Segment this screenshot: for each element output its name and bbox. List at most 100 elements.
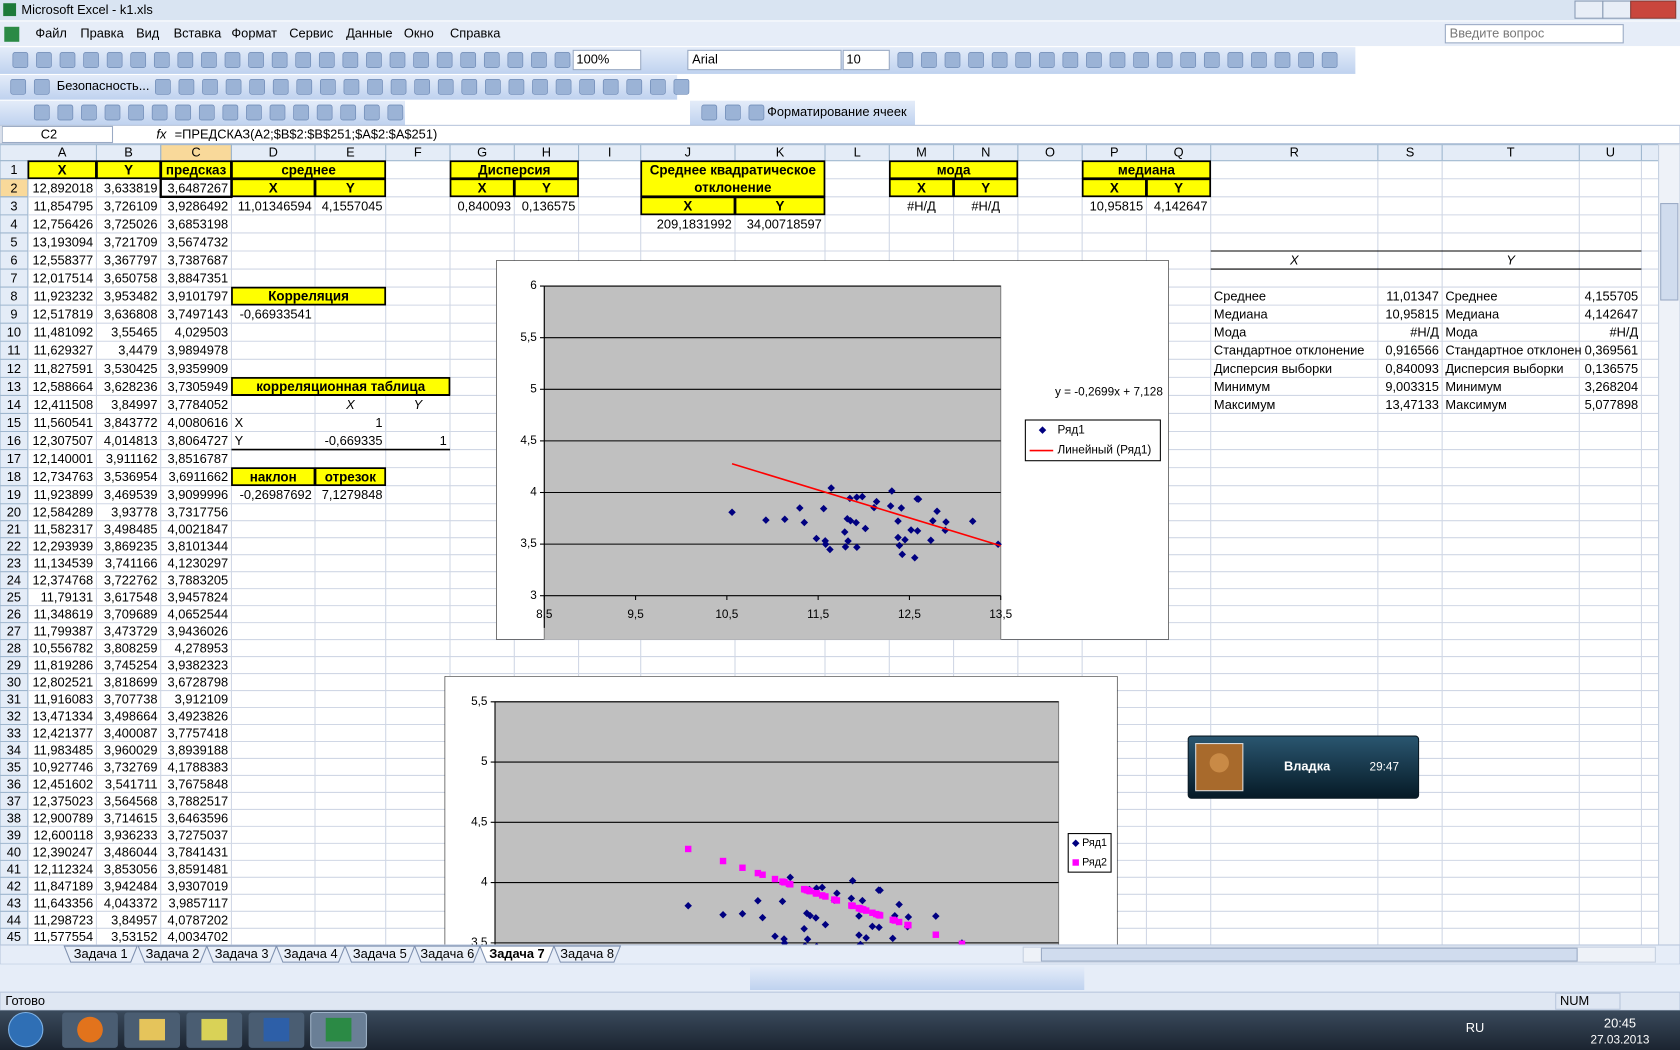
toolbar-icon[interactable] [1156,52,1173,68]
notification-widget[interactable]: Владка 29:47 [1187,735,1420,799]
cell[interactable]: 3,953482 [104,289,158,304]
row-header[interactable]: 37 [7,793,21,808]
column-header[interactable]: O [1045,145,1055,160]
toolbar-icon[interactable] [363,104,380,121]
toolbar-icon[interactable] [507,52,524,68]
sheet-tab-label[interactable]: Задача 3 [215,946,269,961]
toolbar-icon[interactable] [390,78,407,95]
sheet-tab[interactable] [344,945,416,963]
cell[interactable]: 3,6728798 [167,675,228,690]
cell[interactable]: Y [414,397,424,412]
row-header[interactable]: 30 [7,675,21,690]
cell[interactable]: 3,741166 [105,556,158,571]
cell[interactable]: 3,636808 [104,307,158,322]
cell[interactable]: 3,936233 [104,827,158,842]
row-header[interactable]: 6 [10,252,17,267]
column-header[interactable]: J [685,145,691,160]
cell[interactable]: 3,726109 [104,198,158,213]
cell[interactable]: 3,486044 [104,844,158,859]
cell[interactable]: X [917,180,926,195]
security-button[interactable]: Безопасность... [57,78,150,93]
cell[interactable]: 11,629327 [33,343,93,358]
scroll-thumb[interactable] [1660,203,1679,301]
cell[interactable]: 4,0652544 [167,607,228,622]
cell[interactable]: 11,923232 [33,289,93,304]
cell[interactable]: 3,725026 [104,216,158,231]
cell[interactable]: 3,9359909 [167,361,228,376]
cell[interactable]: 3,6911662 [168,469,228,484]
toolbar-icon[interactable] [532,78,548,95]
cell[interactable]: 3,84997 [111,397,157,412]
row-header[interactable]: 34 [7,742,21,757]
row-header[interactable]: 19 [7,487,21,502]
row-header[interactable]: 20 [7,505,21,520]
clock-time[interactable]: 20:45 [1604,1016,1636,1031]
row-header[interactable]: 43 [7,895,21,910]
cell[interactable]: медиана [1118,162,1176,177]
cell[interactable]: 3,732769 [104,759,158,774]
column-header[interactable]: I [608,145,612,160]
toolbar-icon[interactable] [271,52,288,68]
cell[interactable]: 3,853056 [104,861,158,876]
sheet-tab[interactable] [137,945,208,963]
row-header[interactable]: 14 [7,397,21,412]
cell[interactable]: 3,818699 [104,675,158,690]
cell[interactable]: 11,298723 [33,912,93,927]
row-header[interactable]: 18 [7,469,21,484]
cell[interactable]: 13,471334 [32,708,93,723]
row-header[interactable]: 3 [10,198,17,213]
cell[interactable]: 3,9099996 [167,487,228,502]
cell[interactable]: 3,564568 [104,793,158,808]
cell[interactable]: 3,5674732 [167,234,228,249]
cell[interactable]: 0,840093 [457,198,511,213]
toolbar-icon[interactable] [225,78,242,95]
cell[interactable]: 3,6463596 [167,810,228,825]
toolbar-icon[interactable] [57,104,74,121]
cell[interactable]: 13,193094 [32,234,93,249]
toolbar-icon[interactable] [249,78,265,95]
cell[interactable]: 3,84957 [111,912,157,927]
cell[interactable]: 12,390247 [32,844,93,859]
toolbar-icon[interactable] [83,52,99,68]
cell[interactable]: 0,916566 [1385,343,1439,358]
sheet-tab[interactable] [479,945,555,963]
cell[interactable]: 4,0034702 [167,929,228,944]
column-header[interactable]: Q [1174,145,1184,160]
menu-item[interactable]: Справка [450,26,501,41]
toolbar-icon[interactable] [36,52,52,68]
toolbar-icon[interactable] [10,78,27,95]
menu-item[interactable]: Вставка [174,26,223,41]
row-header[interactable]: 27 [7,624,21,639]
cell[interactable]: корреляционная таблица [256,379,426,394]
maximize-button[interactable] [1602,0,1632,19]
cell[interactable]: 34,00718597 [747,216,822,231]
cell[interactable]: 1 [375,415,382,430]
menu-item[interactable]: Окно [404,26,434,41]
cell[interactable]: 0,840093 [1385,361,1439,376]
toolbar-icon[interactable] [991,52,1008,68]
toolbar-icon[interactable] [673,78,690,95]
cell[interactable]: 12,600118 [33,827,93,842]
cell[interactable]: 12,293939 [32,539,93,554]
cell[interactable]: Y [981,180,990,195]
cell[interactable]: 4,142647 [1154,198,1208,213]
cell[interactable]: Корреляция [268,289,349,304]
cell[interactable]: 3,7387687 [167,252,228,267]
column-header[interactable]: B [124,145,133,160]
cell[interactable]: предсказ [166,162,227,177]
cell[interactable]: 4,0080616 [167,415,228,430]
cell[interactable]: 3,4479 [118,343,157,358]
cell[interactable]: 11,983485 [33,742,93,757]
size-box[interactable] [842,49,890,71]
toolbar-icon[interactable] [128,104,144,121]
toolbar-icon[interactable] [725,104,741,121]
cell[interactable]: Среднее [1445,289,1497,304]
cell[interactable]: Y [542,180,551,195]
cell[interactable]: 3,498664 [104,708,158,723]
cell[interactable]: 3,617548 [104,590,158,605]
toolbar-icon[interactable] [436,52,453,68]
sheet-tab-label[interactable]: Задача 1 [74,946,128,961]
toolbar-icon[interactable] [272,78,289,95]
cell[interactable]: 3,268204 [1585,379,1639,394]
cell[interactable]: 3,6853198 [167,216,228,231]
